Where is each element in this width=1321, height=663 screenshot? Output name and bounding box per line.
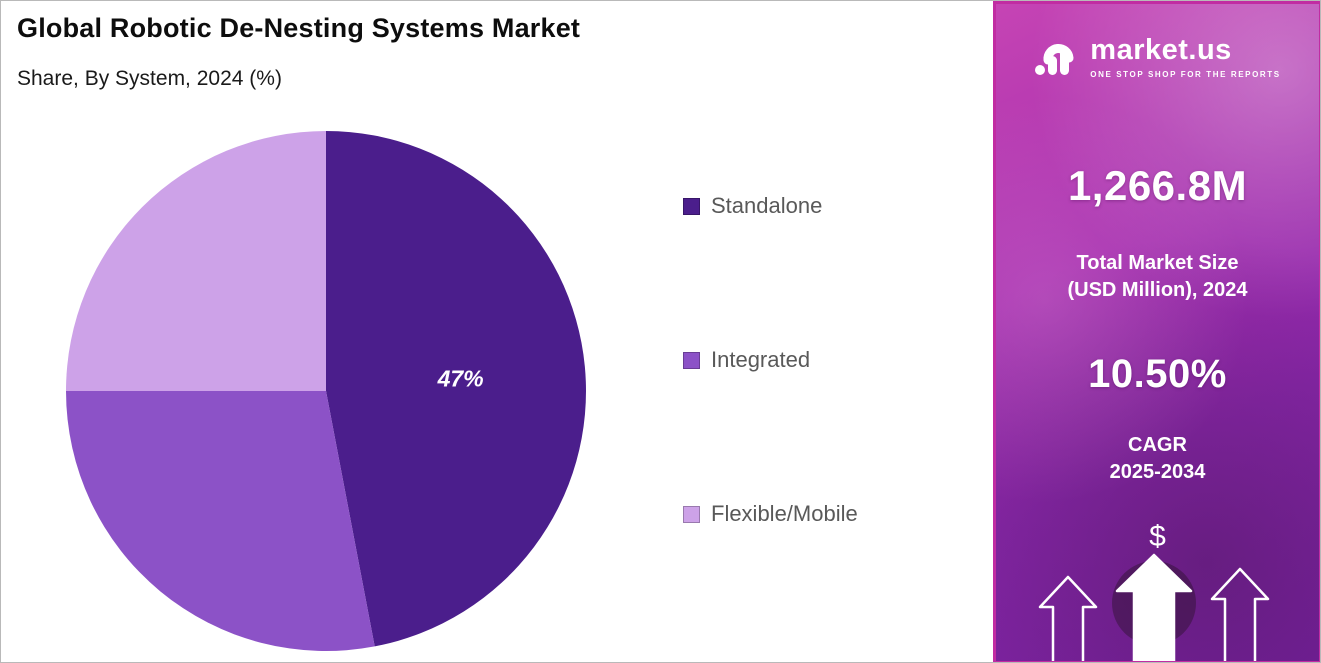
legend-label-standalone: Standalone <box>711 193 823 218</box>
pie-chart-svg: 47% <box>66 131 587 651</box>
brand-sidebar: market.us ONE STOP SHOP FOR THE REPORTS … <box>993 1 1320 662</box>
pie-slice-standalone <box>326 131 587 647</box>
cagr-period: 2025-2034 <box>1109 461 1206 483</box>
market-size-label-line2: (USD Million), 2024 <box>1067 279 1248 301</box>
market-size-value: 1,266.8M <box>1067 162 1248 209</box>
brand-name: market.us <box>1090 34 1232 66</box>
page-title: Global Robotic De-Nesting Systems Market <box>17 13 581 43</box>
legend-item-flexible-mobile: Flexible/Mobile <box>683 501 858 527</box>
cagr-label: CAGR <box>1128 434 1187 456</box>
legend-swatch-integrated <box>683 351 700 369</box>
chart-area: Global Robotic De-Nesting Systems Market… <box>1 1 993 662</box>
market-size-label: Total Market Size (USD Million), 2024 <box>996 250 1319 304</box>
legend-swatch-standalone <box>683 197 700 215</box>
pie-chart: 47% <box>59 123 595 659</box>
cagr-value: 10.50% <box>1088 352 1227 396</box>
brand-block: market.us ONE STOP SHOP FOR THE REPORTS <box>996 36 1319 82</box>
dollar-icon: $ <box>1149 520 1166 553</box>
legend-swatch-flexible-mobile <box>683 505 700 523</box>
legend-label-integrated: Integrated <box>711 347 811 372</box>
chart-legend: Standalone Integrated Flexible/Mobile <box>683 193 858 527</box>
pie-slice-value-label: 47% <box>437 365 484 391</box>
marketus-logo-icon <box>1035 43 1074 75</box>
brand-tagline: ONE STOP SHOP FOR THE REPORTS <box>1090 70 1281 79</box>
pie-slice-flexible-mobile <box>66 131 326 391</box>
legend-label-flexible-mobile: Flexible/Mobile <box>711 501 858 526</box>
legend-item-integrated: Integrated <box>683 347 858 373</box>
growth-arrows-icon <box>1038 553 1270 661</box>
chart-subtitle: Share, By System, 2024 (%) <box>17 67 282 90</box>
market-size-label-line1: Total Market Size <box>1076 252 1239 274</box>
legend-item-standalone: Standalone <box>683 193 858 219</box>
pie-slice-integrated <box>66 391 375 651</box>
